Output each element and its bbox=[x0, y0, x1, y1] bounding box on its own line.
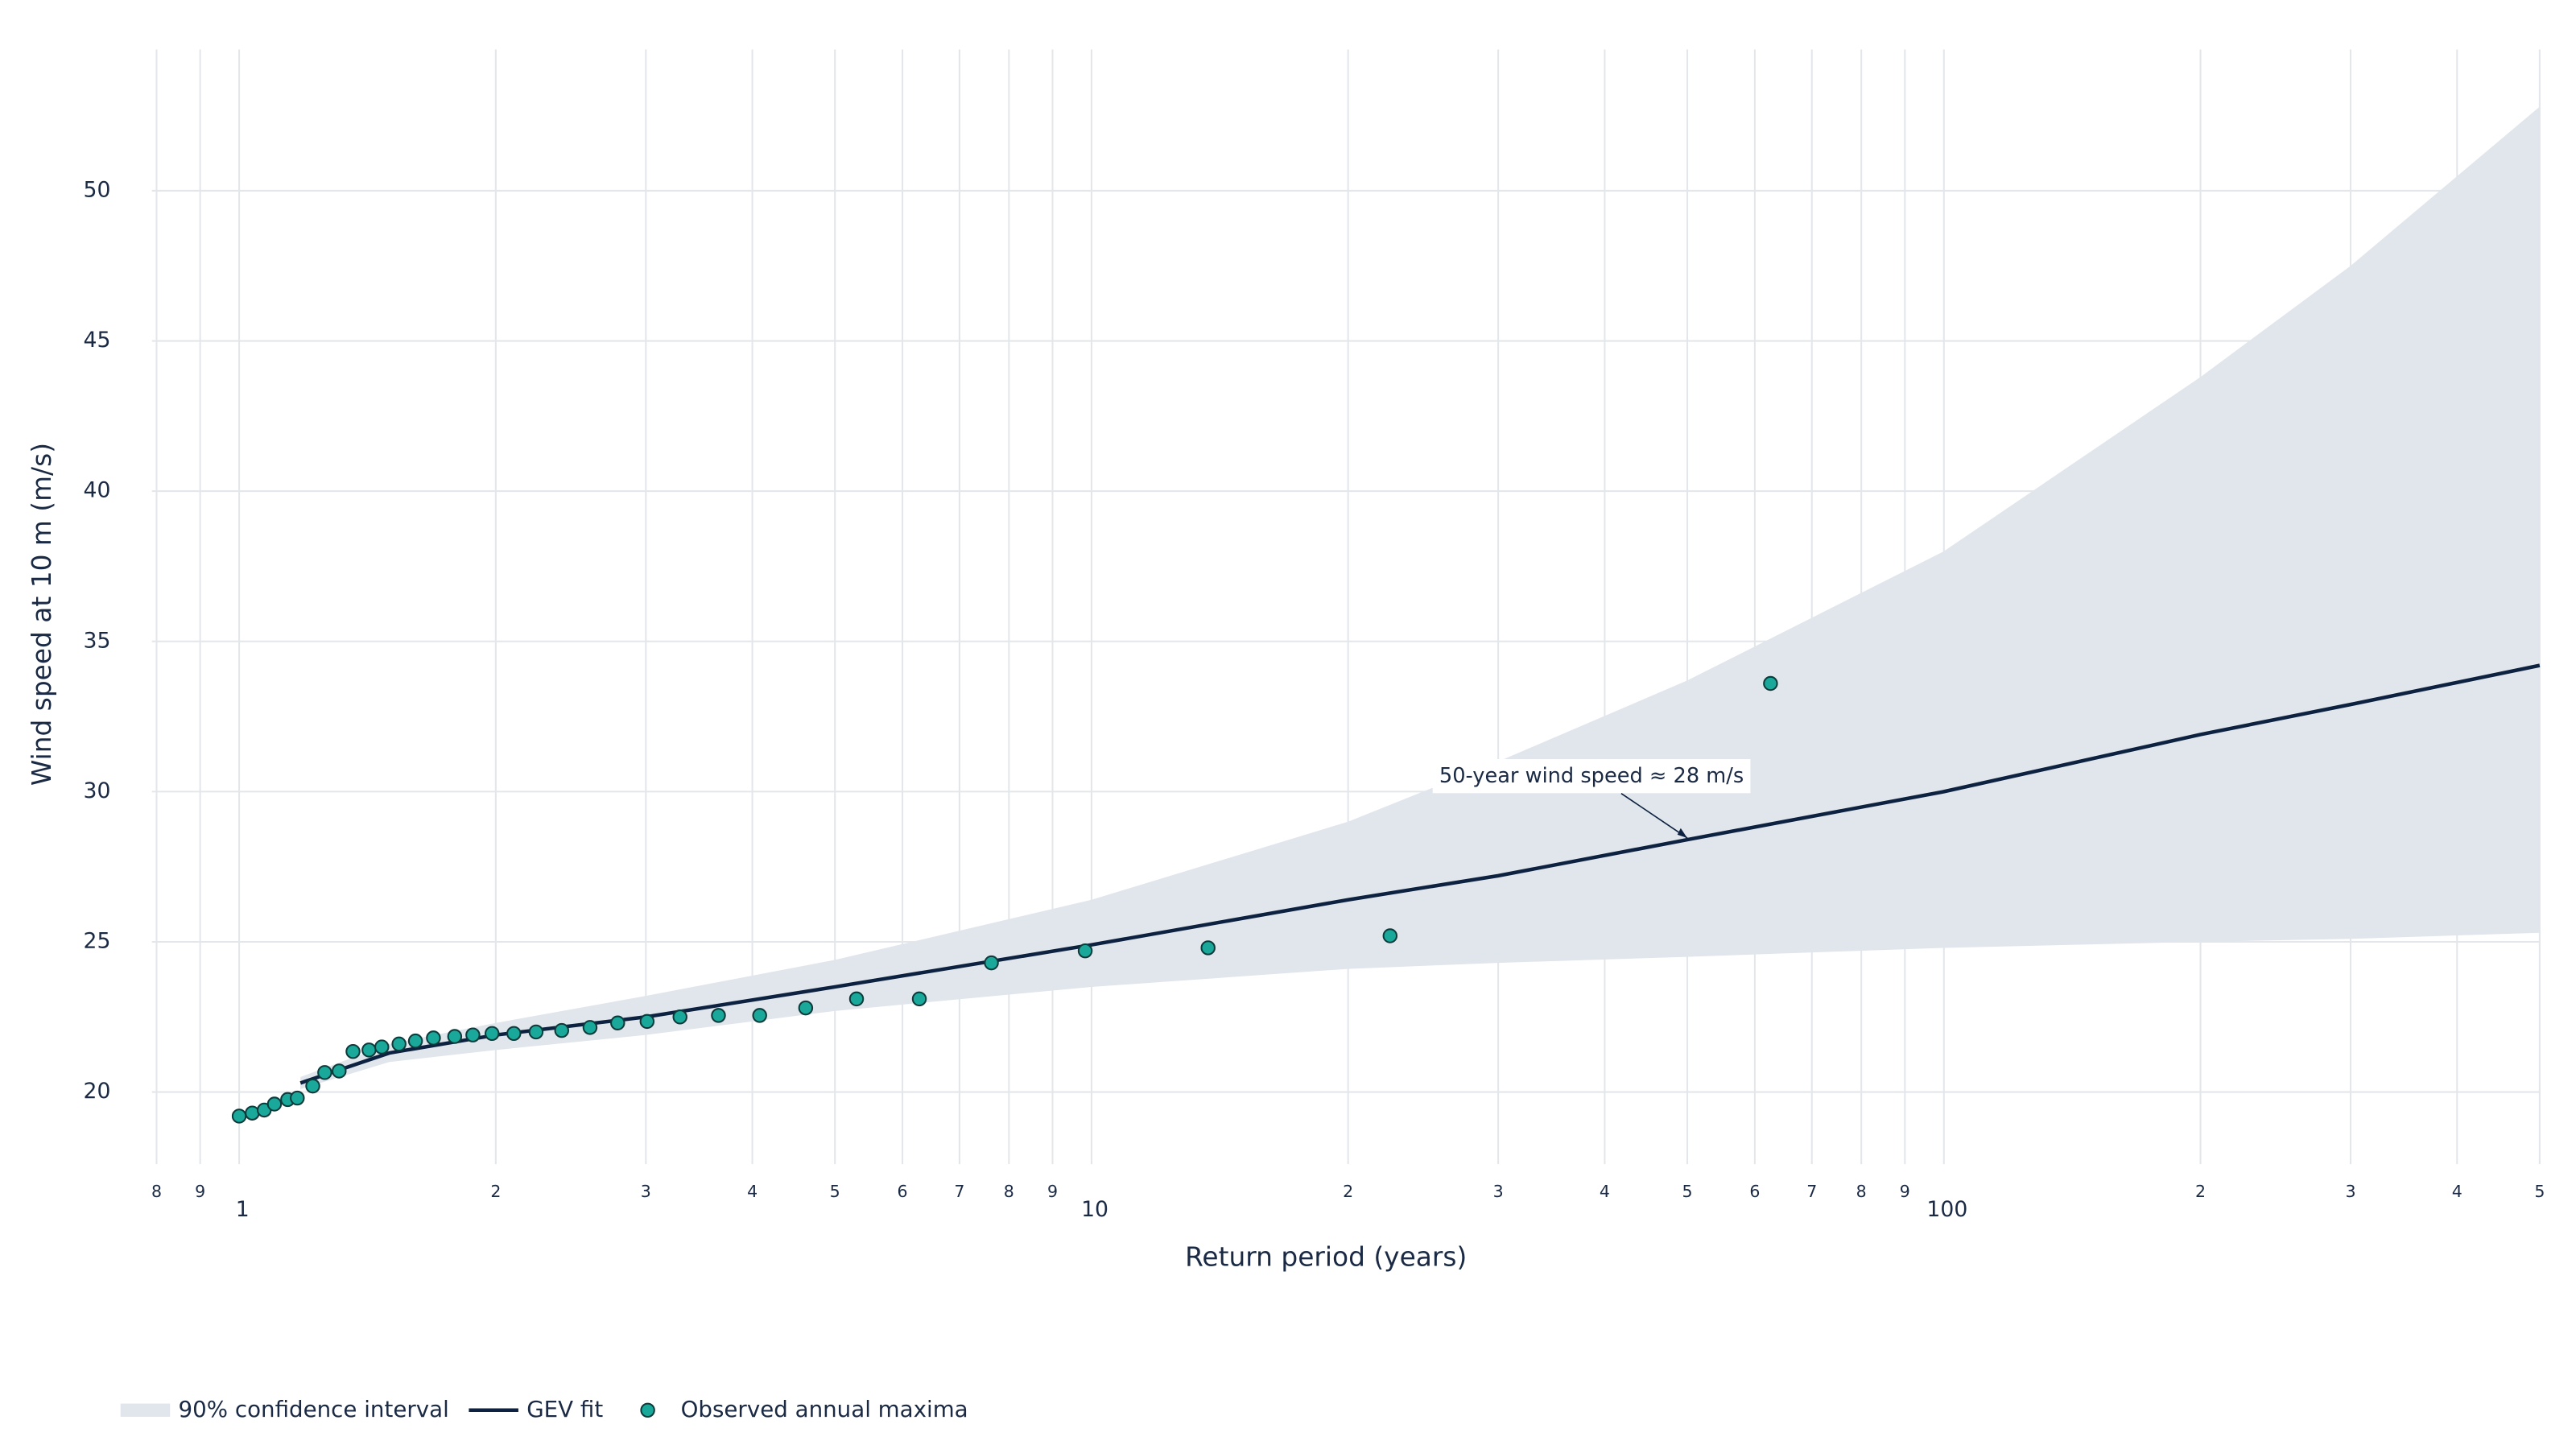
y-tick-label: 45 bbox=[84, 328, 111, 353]
data-point bbox=[1077, 943, 1093, 959]
x-tick-label: 100 bbox=[1926, 1197, 1967, 1222]
x-tick-label: 2 bbox=[1343, 1182, 1353, 1201]
data-point bbox=[528, 1024, 544, 1040]
x-tick-label: 2 bbox=[490, 1182, 501, 1201]
x-tick-label: 4 bbox=[1600, 1182, 1610, 1201]
x-tick-label: 8 bbox=[151, 1182, 162, 1201]
y-tick-label: 30 bbox=[84, 778, 111, 803]
plot-area: 50-year wind speed ≈ 28 m/s bbox=[231, 106, 2541, 1124]
x-tick-label: 4 bbox=[747, 1182, 758, 1201]
data-point bbox=[447, 1029, 463, 1044]
data-point bbox=[332, 1063, 347, 1079]
data-point bbox=[798, 1000, 814, 1016]
data-point bbox=[317, 1065, 332, 1080]
data-point bbox=[245, 1105, 260, 1121]
x-tick-label: 3 bbox=[1493, 1182, 1504, 1201]
x-tick-label: 8 bbox=[1856, 1182, 1867, 1201]
x-tick-label: 3 bbox=[2345, 1182, 2355, 1201]
x-tick-label: 5 bbox=[1682, 1182, 1693, 1201]
legend-label: Observed annual maxima bbox=[681, 1396, 968, 1422]
confidence-band bbox=[300, 106, 2540, 1089]
legend-swatch bbox=[120, 1403, 171, 1417]
y-tick-label: 25 bbox=[84, 928, 111, 953]
data-point bbox=[554, 1022, 570, 1038]
x-tick-label: 1 bbox=[236, 1197, 250, 1222]
data-point bbox=[374, 1039, 390, 1055]
data-point bbox=[506, 1026, 522, 1042]
data-point bbox=[290, 1090, 305, 1106]
y-tick-label: 35 bbox=[84, 628, 111, 653]
data-point bbox=[672, 1009, 687, 1025]
x-tick-label: 10 bbox=[1081, 1197, 1108, 1222]
x-tick-label: 7 bbox=[954, 1182, 964, 1201]
data-point bbox=[911, 991, 927, 1007]
legend-label: 90% confidence interval bbox=[179, 1396, 449, 1422]
annotation-text: 50-year wind speed ≈ 28 m/s bbox=[1439, 764, 1744, 788]
x-tick-label: 5 bbox=[830, 1182, 840, 1201]
x-tick-label: 6 bbox=[1749, 1182, 1760, 1201]
data-point bbox=[231, 1108, 247, 1124]
x-tick-label: 3 bbox=[641, 1182, 651, 1201]
data-point bbox=[485, 1026, 500, 1042]
x-tick-label: 2 bbox=[2195, 1182, 2206, 1201]
x-tick-label: 6 bbox=[898, 1182, 908, 1201]
data-point bbox=[1200, 940, 1216, 956]
y-tick-label: 20 bbox=[84, 1079, 111, 1104]
x-tick-label: 7 bbox=[1806, 1182, 1817, 1201]
data-point bbox=[465, 1027, 481, 1042]
data-point bbox=[1763, 675, 1778, 691]
annotation-background bbox=[1432, 758, 1751, 794]
x-tick-label: 9 bbox=[1047, 1182, 1058, 1201]
data-point bbox=[345, 1043, 361, 1059]
legend-label: GEV fit bbox=[526, 1396, 603, 1422]
x-tick-label: 8 bbox=[1004, 1182, 1014, 1201]
data-point bbox=[752, 1008, 767, 1023]
data-point bbox=[984, 955, 999, 971]
data-point bbox=[391, 1036, 407, 1052]
x-tick-label: 9 bbox=[1900, 1182, 1910, 1201]
x-tick-label: 9 bbox=[195, 1182, 205, 1201]
data-point bbox=[305, 1078, 320, 1094]
data-point bbox=[610, 1015, 625, 1030]
y-tick-label: 50 bbox=[84, 177, 111, 202]
y-tick-label: 40 bbox=[84, 478, 111, 503]
legend: 90% confidence interval GEV fit Observed a… bbox=[120, 1396, 968, 1422]
data-point bbox=[407, 1033, 423, 1049]
data-point bbox=[361, 1042, 377, 1058]
y-axis-label: Wind speed at 10 m (m/s) bbox=[27, 443, 57, 786]
data-point bbox=[1382, 928, 1398, 943]
data-point bbox=[266, 1096, 283, 1112]
data-point bbox=[582, 1020, 598, 1035]
x-tick-label: 5 bbox=[2534, 1182, 2545, 1201]
data-point bbox=[426, 1030, 441, 1046]
data-point bbox=[848, 991, 865, 1007]
annotation-arrow bbox=[1620, 792, 1688, 839]
data-point bbox=[711, 1008, 726, 1023]
legend-swatch bbox=[640, 1402, 655, 1418]
data-point bbox=[639, 1013, 655, 1030]
x-tick-label: 4 bbox=[2452, 1182, 2462, 1201]
x-axis-label: Return period (years) bbox=[1185, 1242, 1467, 1273]
